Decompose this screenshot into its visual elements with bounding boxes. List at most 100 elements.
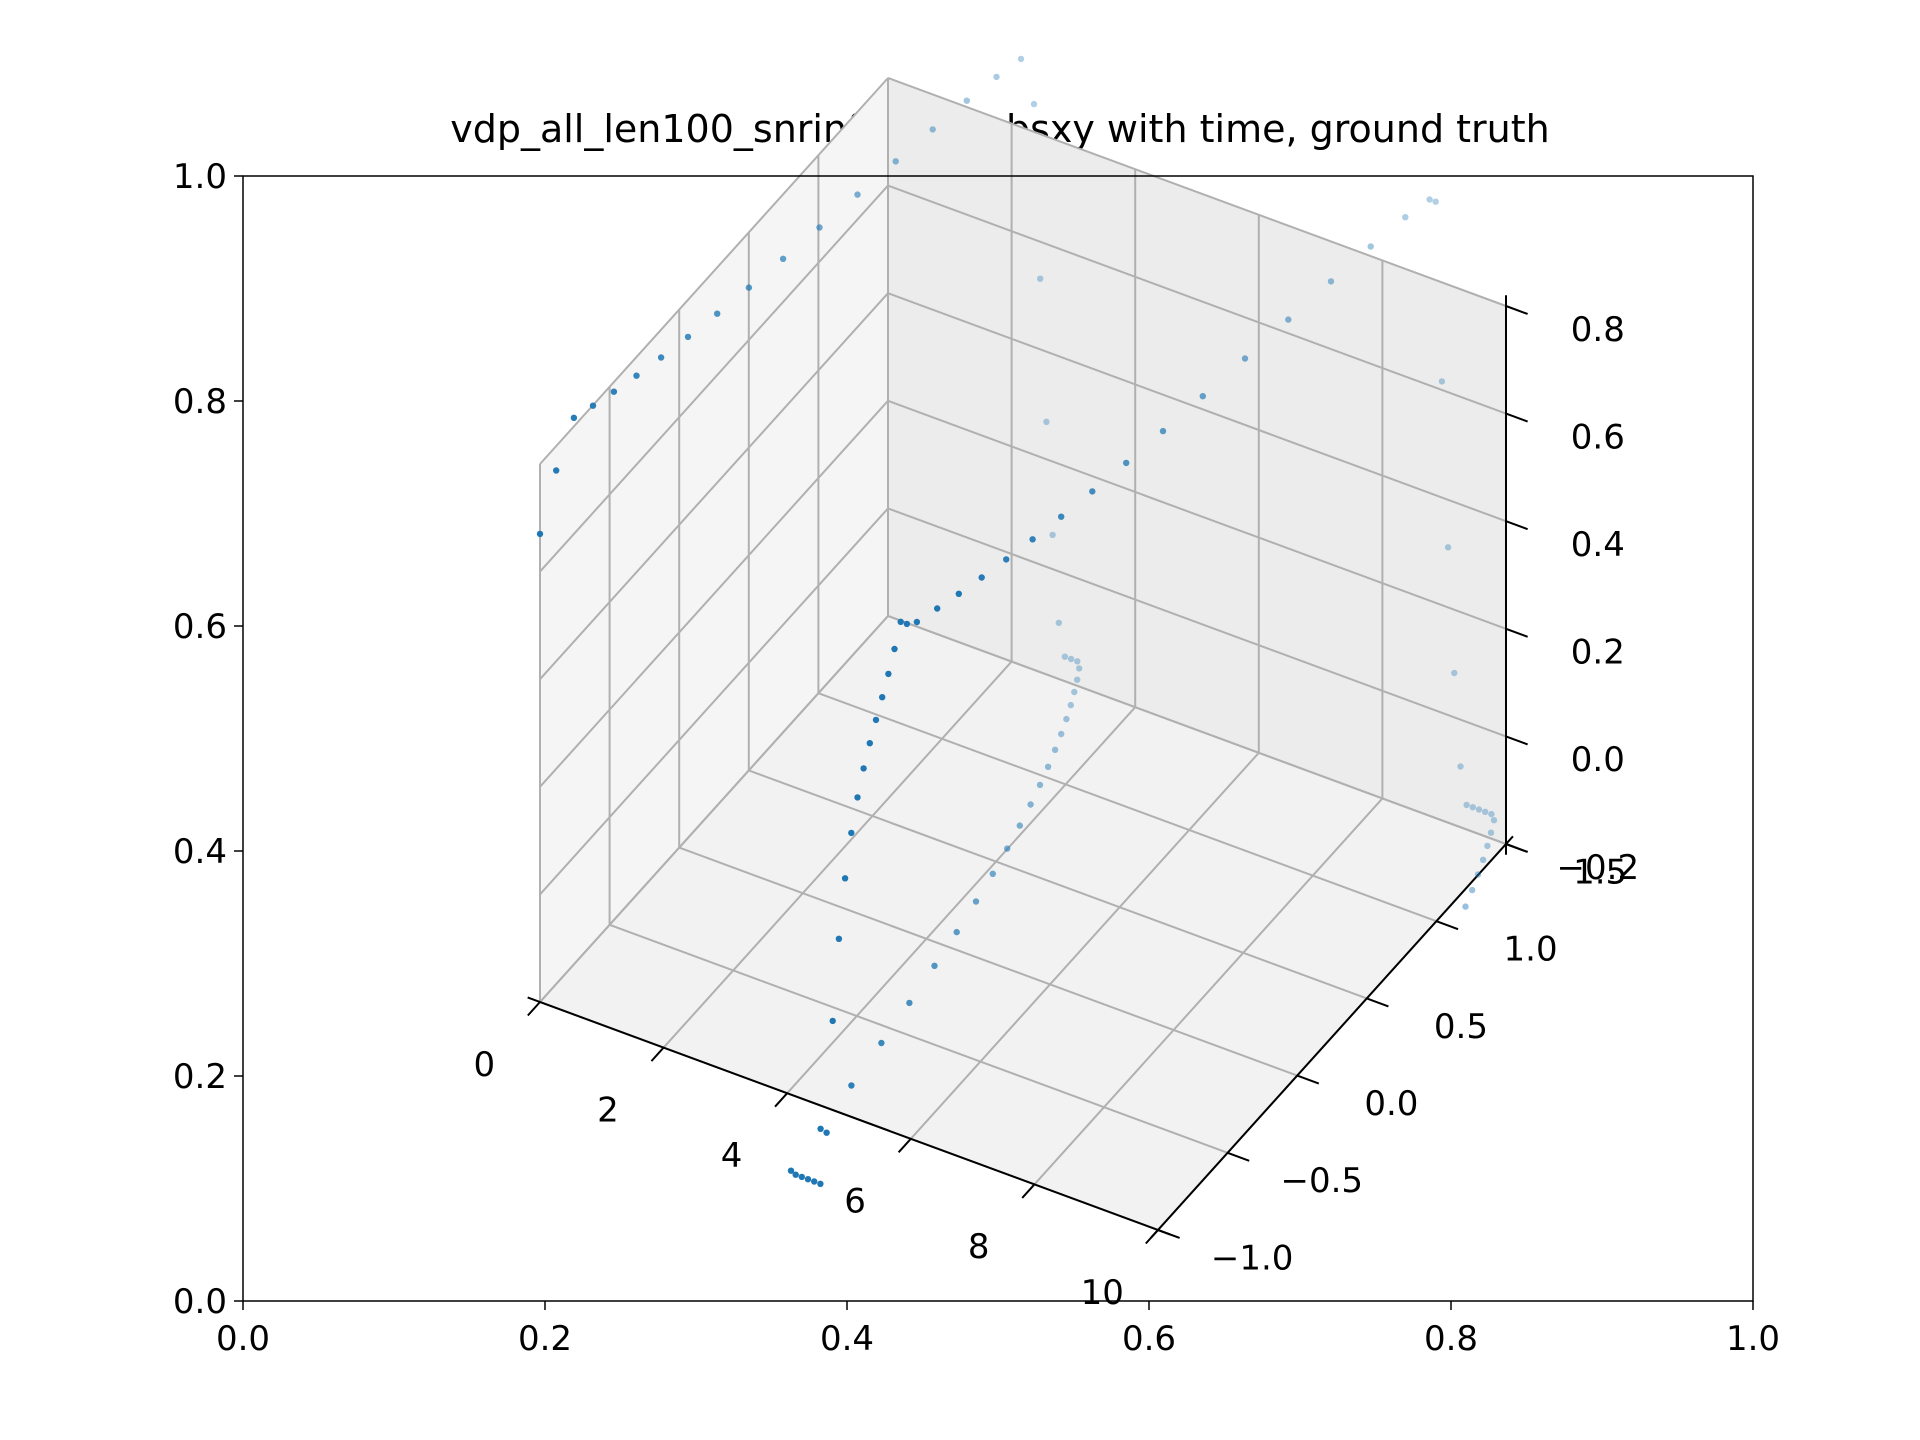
trajectory-point: [934, 605, 941, 612]
outer-x-tick-label: 0.4: [820, 1319, 874, 1359]
trajectory-point: [1076, 665, 1083, 672]
trajectory-point: [1058, 730, 1065, 738]
trajectory-point: [963, 97, 970, 104]
trajectory-point: [1067, 701, 1075, 709]
trajectory-point: [972, 898, 980, 905]
trajectory-point: [1451, 669, 1458, 677]
trajectory-point: [989, 870, 996, 877]
outer-x-tick-label: 0.6: [1122, 1319, 1176, 1359]
x-tick: [1296, 1074, 1320, 1085]
trajectory-point: [1462, 903, 1469, 910]
time-tick-label: 0: [473, 1045, 495, 1085]
trajectory-point: [1037, 275, 1044, 282]
trajectory-point: [1058, 513, 1065, 520]
trajectory-point: [1285, 316, 1292, 323]
trajectory-point: [1475, 806, 1483, 813]
trajectory-point: [798, 1173, 805, 1181]
trajectory-point: [1044, 763, 1052, 770]
trajectory-point: [1016, 822, 1023, 829]
trajectory-point: [1199, 393, 1207, 400]
trajectory-point: [610, 388, 618, 395]
trajectory-point: [745, 284, 753, 291]
y-tick: [1505, 305, 1528, 315]
x-tick-label: −0.5: [1280, 1161, 1363, 1201]
x-tick-label: 0.0: [1364, 1084, 1418, 1124]
outer-x-tick-label: 0.8: [1424, 1319, 1478, 1359]
trajectory-point: [1457, 763, 1464, 770]
y-tick-label: 0.4: [1571, 525, 1625, 565]
trajectory-point: [792, 1171, 799, 1178]
back-pane: [888, 78, 1506, 844]
outer-x-tick-label: 0.0: [216, 1319, 270, 1359]
trajectory-point: [1017, 55, 1025, 63]
trajectory-point: [892, 158, 899, 165]
y-tick: [1505, 843, 1528, 853]
trajectory-point: [1469, 886, 1476, 894]
grid-line-y-back: [887, 77, 1507, 307]
trajectory-point: [684, 333, 692, 341]
y-tick: [1505, 735, 1528, 746]
trajectory-point: [1074, 658, 1081, 665]
grid-line-y-back: [887, 399, 1507, 630]
grid-line-y-back: [887, 507, 1507, 738]
trajectory-point: [714, 310, 721, 317]
time-tick: [1021, 1183, 1036, 1199]
trajectory-point: [1061, 653, 1069, 660]
grid-line-x-floor: [678, 846, 1298, 1077]
trajectory-point: [589, 402, 597, 409]
trajectory-point: [854, 794, 861, 801]
outer-axes-frame: [242, 175, 1754, 1302]
time-tick-label: 2: [597, 1090, 619, 1130]
trajectory-point: [1063, 715, 1070, 723]
trajectory-point: [1123, 459, 1130, 467]
grid-line-x-floor: [609, 923, 1228, 1154]
trajectory-point: [1049, 531, 1056, 539]
trajectory-point: [854, 191, 861, 198]
outer-y-tick-label: 0.2: [173, 1057, 227, 1097]
trajectory-point: [885, 670, 892, 678]
x-tick-label: 0.5: [1434, 1007, 1488, 1047]
time-tick-label: 10: [1081, 1273, 1124, 1313]
grid-line-y-back: [887, 615, 1507, 845]
x-tick: [1436, 920, 1459, 931]
grid-line-x-floor: [818, 692, 1437, 923]
y-tick-label: 0.8: [1571, 310, 1625, 350]
x-tick-label: 1.0: [1504, 930, 1558, 970]
time-tick-label: 8: [968, 1227, 990, 1267]
3d-panes: [540, 78, 1506, 1230]
trajectory-point: [816, 224, 823, 231]
trajectory-point: [1043, 418, 1050, 425]
trajectory-point: [929, 126, 936, 133]
time-tick: [650, 1046, 665, 1062]
outer-y-tick-label: 0.0: [173, 1282, 227, 1322]
trajectory-point: [1003, 556, 1010, 563]
trajectory-point: [1159, 427, 1167, 435]
trajectory-point: [1071, 688, 1078, 696]
trajectory-point: [955, 590, 962, 597]
trajectory-point: [872, 716, 880, 724]
trajectory-point: [1469, 804, 1477, 811]
trajectory-point: [835, 935, 843, 942]
trajectory-point: [1051, 746, 1059, 753]
outer-x-tick-label: 1.0: [1726, 1319, 1780, 1359]
trajectory-point: [570, 414, 578, 421]
trajectory-point: [1402, 214, 1409, 221]
trajectory-point: [1490, 817, 1498, 824]
trajectory-point: [829, 1017, 836, 1025]
trajectory-point: [823, 1129, 830, 1136]
left-pane: [540, 78, 888, 1002]
trajectory-point: [1479, 856, 1487, 863]
trajectory-point: [878, 1039, 885, 1047]
trajectory-point: [1036, 781, 1044, 789]
trajectory-point: [860, 765, 867, 772]
trajectory-point: [633, 372, 640, 379]
grid-line-y-left: [539, 507, 889, 896]
trajectory-point: [1482, 808, 1489, 815]
outer-y-tick-label: 0.8: [173, 382, 227, 422]
y-tick-label: 0.0: [1571, 740, 1625, 780]
trajectory-point: [1474, 871, 1482, 878]
trajectory-point: [1055, 619, 1063, 626]
grid-line-y-left: [539, 77, 889, 465]
trajectory-point: [993, 73, 1000, 81]
